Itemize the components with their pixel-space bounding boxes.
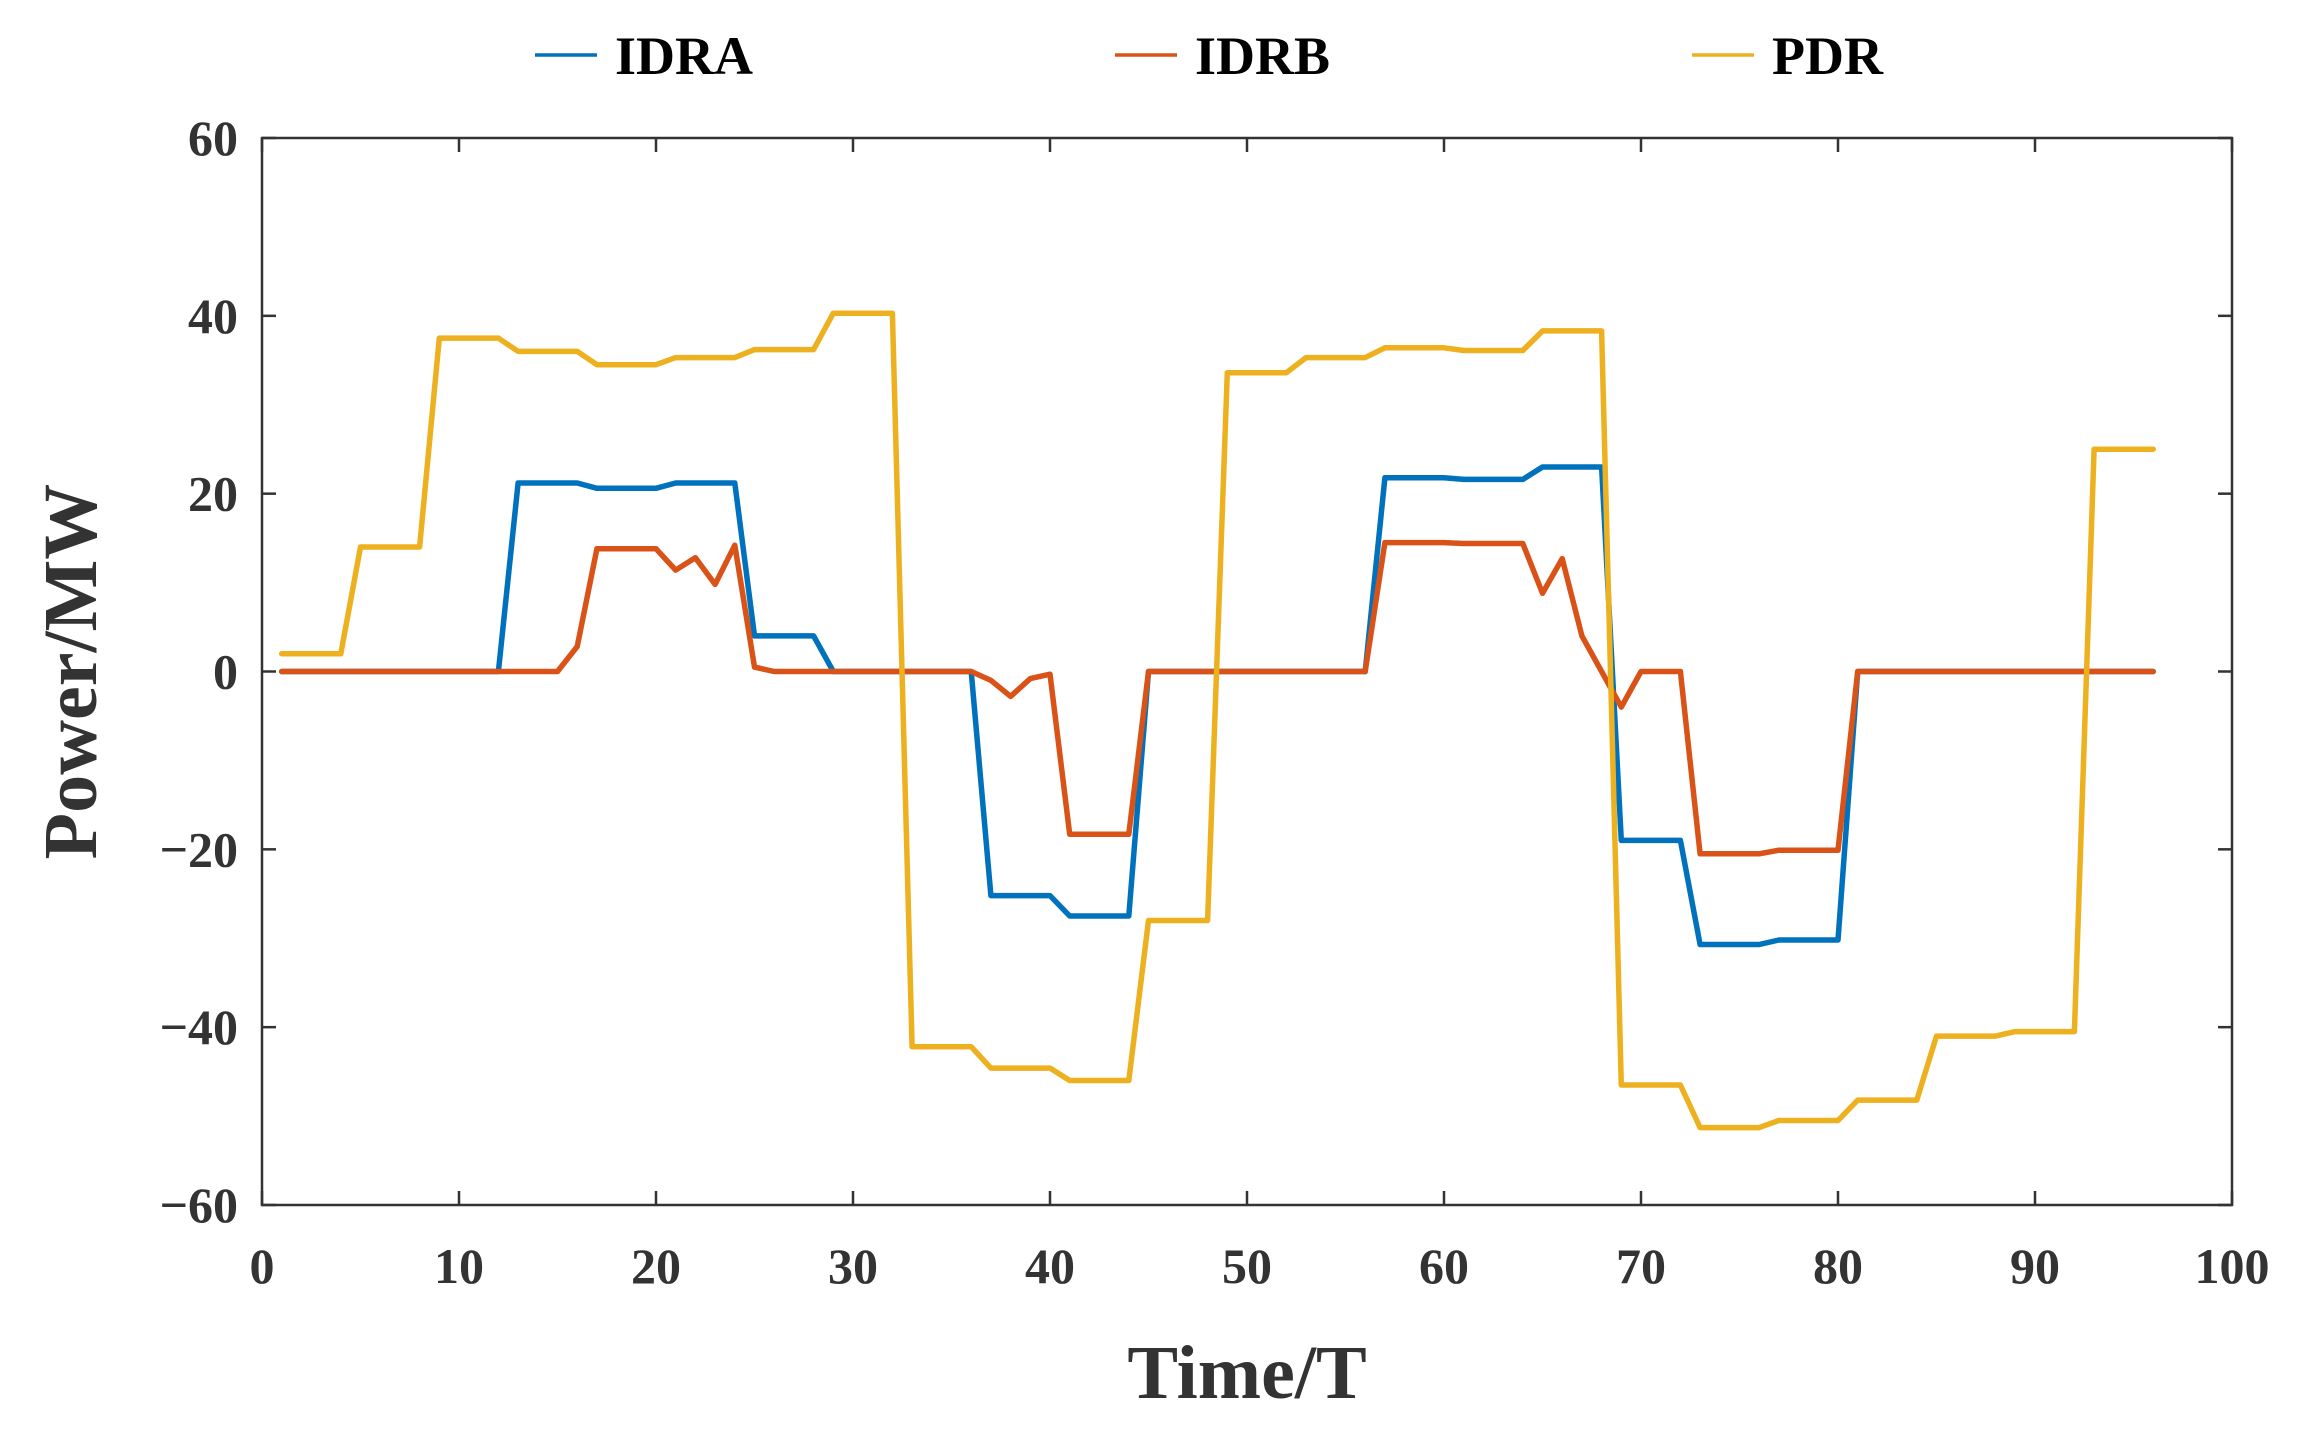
legend-label-pdr: PDR: [1772, 26, 1884, 86]
y-tick-label: −60: [160, 1177, 239, 1233]
series-layer: [278, 310, 2156, 1131]
x-tick-label: 80: [1813, 1238, 1863, 1294]
y-tick-label: −20: [160, 821, 239, 877]
axis-ticks: 0 10 20 30 40 50 60 70 80 90 100 −60 −40 −20 0 20 40 60: [160, 110, 2270, 1294]
x-tick-label: 70: [1616, 1238, 1666, 1294]
legend-label-idrb: IDRB: [1195, 26, 1330, 86]
series-line-pdr: [278, 310, 2156, 1131]
y-tick-label: 60: [188, 110, 238, 166]
x-axis-title: Time/T: [1127, 1331, 1366, 1415]
x-tick-label: 90: [2010, 1238, 2060, 1294]
legend: IDRA IDRB PDR: [535, 26, 1884, 86]
y-axis-title: Power/MW: [29, 484, 113, 860]
x-tick-label: 50: [1222, 1238, 1272, 1294]
x-tick-label: 0: [250, 1238, 275, 1294]
x-tick-label: 10: [434, 1238, 484, 1294]
x-tick-label: 60: [1419, 1238, 1469, 1294]
x-tick-label: 30: [828, 1238, 878, 1294]
y-tick-label: 20: [188, 466, 238, 522]
y-tick-label: 0: [213, 644, 238, 700]
y-tick-label: −40: [160, 999, 239, 1055]
x-tick-label: 40: [1025, 1238, 1075, 1294]
y-tick-label: 40: [188, 288, 238, 344]
x-tick-label: 100: [2195, 1238, 2270, 1294]
x-tick-label: 20: [631, 1238, 681, 1294]
legend-label-idra: IDRA: [615, 26, 753, 86]
